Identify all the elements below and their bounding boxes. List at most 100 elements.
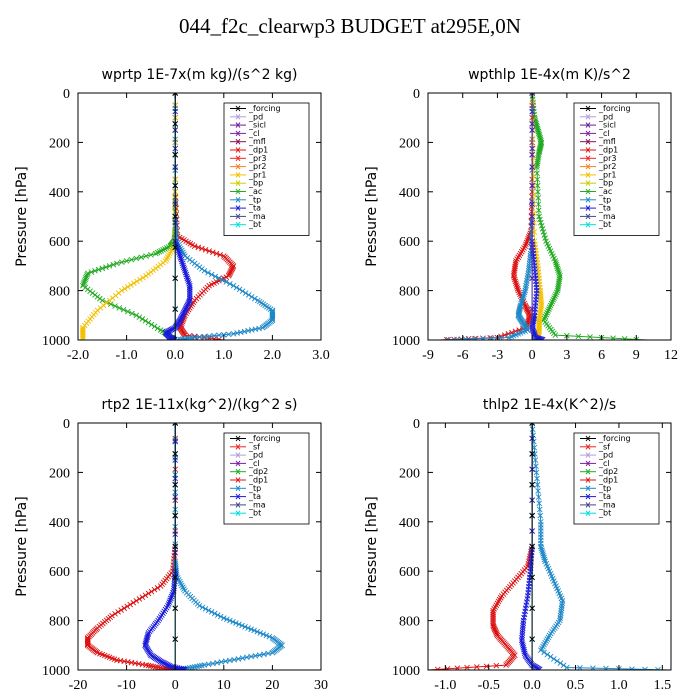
plot-frame [427,92,672,341]
series-marker-ac [535,207,542,214]
series-marker-ac [587,334,593,340]
legend-label: _bt [598,220,611,229]
series-marker-dp1 [523,239,530,246]
legend-marker [585,196,591,203]
series-marker-forcing [172,481,179,488]
series-marker-tp [538,543,544,550]
legend-marker [585,138,591,145]
legend-marker [235,502,241,508]
series-marker-tp [201,268,208,274]
series-marker-ta [535,335,542,340]
panel-wprtp: wprtp 1E-7x(m kg)/(s^2 kg) Pressure [hPa]… [14,67,330,363]
series-marker-ac [84,270,91,277]
series-marker-dp1 [127,601,134,608]
series-marker-dp1 [136,596,143,602]
series-marker-tp [211,610,218,617]
series-marker-pr1 [128,282,134,288]
series-marker-tp [205,607,212,614]
y-tick-label: 800 [49,615,70,630]
series-marker-ac [123,258,130,264]
series-marker-ac [118,259,125,266]
series-marker-dp1 [199,245,205,252]
legend-marker [235,138,241,145]
series-marker-dp1 [501,332,508,338]
series-marker-forcing [529,481,535,488]
series-marker-forcing [529,605,535,612]
series-marker-forcing [172,121,179,127]
legend-label: _sicl [598,121,616,130]
series-marker-ac [575,333,582,340]
series-marker-tp [233,284,240,291]
y-tick-label: 400 [49,516,70,531]
x-tick-label: 0 [172,678,179,693]
series-marker-ac [552,258,559,264]
legend-label: _tp [248,484,261,493]
series-marker-ac [83,275,89,281]
series-marker-sicl [529,151,535,158]
series-marker-ta [182,268,188,274]
series-marker-tp [212,273,219,280]
legend-label: _forcing [598,104,631,113]
x-tick-label: 6 [598,348,605,363]
legend-marker [585,155,591,162]
series-marker-tp [260,631,267,638]
legend-marker [235,180,241,187]
series-marker-dp1 [139,594,146,600]
legend-marker [235,155,241,162]
legend-marker [235,147,241,153]
series-marker-tp [205,269,211,276]
series-marker-pr1 [530,155,536,161]
y-tick-label: 600 [49,565,70,580]
legend-label: _ma [598,500,616,509]
series-marker-ac [124,308,131,315]
series-marker-tp [210,660,216,667]
y-axis-label: Pressure [hPa] [14,166,30,266]
series-marker-dp1 [118,607,124,613]
series-marker-tp [182,335,188,340]
y-tick-label: 600 [49,235,70,250]
legend-label: _pr2 [598,162,616,171]
series-marker-dp1 [216,336,222,340]
x-tick-label: 20 [265,678,279,693]
legend-marker [585,147,591,153]
legend-marker [585,205,591,211]
series-marker-dp1 [133,598,140,604]
legend-label: _bt [248,509,261,518]
series-marker-dp1 [483,663,490,670]
series-marker-tp [242,290,249,296]
x-tick-label: 0.0 [166,348,184,363]
legend-marker [585,122,591,128]
legend-label: _forcing [598,434,631,443]
legend-marker [235,105,241,112]
series-marker-sicl [529,93,535,96]
series-marker-ac [92,268,98,274]
series-marker-forcing [172,512,179,519]
series-marker-tp [531,444,538,451]
legend-label: _sf [598,442,610,451]
series-marker-tp [530,432,537,439]
series-marker-tp [528,230,535,237]
series-marker-ta [183,271,189,278]
legend-marker [585,485,591,492]
series-marker-tp [248,293,255,300]
series-marker-tp [217,613,224,620]
legend-label: _bt [248,220,261,229]
plot-frame [77,422,322,671]
series-marker-tp [211,332,217,339]
series-marker-ta [170,589,176,596]
y-tick-label: 1000 [392,334,420,349]
plot-frame [77,92,322,341]
series-marker-tp [266,633,273,640]
series-marker-tp [230,619,236,625]
x-tick-label: -9 [422,348,434,363]
legend-label: _pd [248,451,263,460]
series-marker-tp [201,333,208,340]
series-marker-dp1 [145,590,152,597]
legend-marker [235,443,241,450]
legend-marker [235,468,241,475]
series-marker-tp [564,664,570,670]
series-marker-tp [538,647,544,654]
series-marker-forcing [529,636,535,642]
legend-marker [585,213,591,220]
y-tick-label: 1000 [42,664,70,679]
